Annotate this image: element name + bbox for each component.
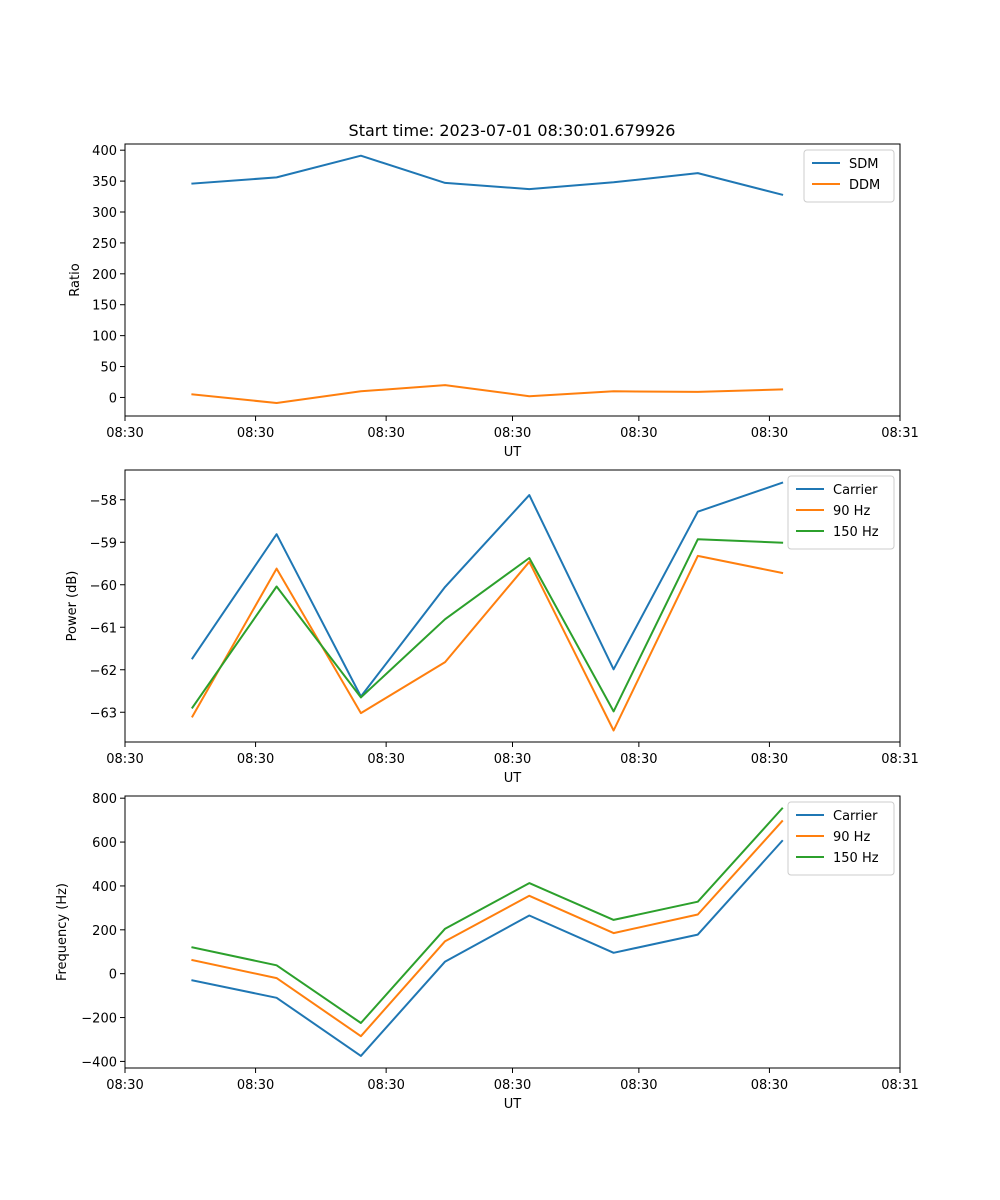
frequency-x-tick-label: 08:30 <box>237 1078 274 1093</box>
power-y-tick-label: −58 <box>90 494 117 509</box>
power-x-tick-label: 08:30 <box>620 752 657 767</box>
frequency-x-tick-label: 08:30 <box>106 1078 143 1093</box>
power-series-line-150-hz <box>191 538 784 713</box>
power-x-tick-label: 08:31 <box>881 752 918 767</box>
power-y-tick-label: −63 <box>90 706 117 721</box>
frequency-y-tick-label: 400 <box>92 880 117 895</box>
frequency-legend-label: 90 Hz <box>833 830 870 845</box>
ratio-x-tick-label: 08:30 <box>106 426 143 441</box>
frequency-y-tick-label: 600 <box>92 836 117 851</box>
frequency-x-tick-label: 08:31 <box>881 1078 918 1093</box>
power-x-axis-label: UT <box>504 771 522 786</box>
ratio-y-tick-label: 300 <box>92 206 117 221</box>
ratio-x-tick-label: 08:30 <box>751 426 788 441</box>
frequency-y-tick-label: −400 <box>81 1055 117 1070</box>
frequency-series-line-150-hz <box>191 807 784 1024</box>
chart-title: Start time: 2023-07-01 08:30:01.679926 <box>349 121 676 140</box>
ratio-x-tick-label: 08:30 <box>237 426 274 441</box>
ratio-y-tick-label: 350 <box>92 175 117 190</box>
power-y-tick-label: −62 <box>90 664 117 679</box>
frequency-chart-panel: 08:30 08:30 08:30 08:30 08:30 08:30 08:31 −400 −… <box>55 792 919 1112</box>
frequency-y-tick-label: −200 <box>81 1012 117 1027</box>
ratio-legend-label: DDM <box>849 178 880 193</box>
ratio-legend: SDM DDM <box>803 149 895 203</box>
power-legend-label: 90 Hz <box>833 504 870 519</box>
ratio-x-axis-label: UT <box>504 445 522 460</box>
ratio-axes-frame <box>124 143 901 417</box>
ratio-x-tick-label: 08:30 <box>367 426 404 441</box>
frequency-x-tick-label: 08:30 <box>367 1078 404 1093</box>
power-axes-frame <box>124 469 901 743</box>
frequency-series-line-90-hz <box>191 819 784 1038</box>
power-y-axis-label: Power (dB) <box>65 571 80 642</box>
frequency-axes-frame <box>124 795 901 1069</box>
power-y-tick-label: −61 <box>90 621 117 636</box>
power-legend-label: 150 Hz <box>833 525 879 540</box>
ratio-series-line-ddm <box>191 384 784 404</box>
power-legend: Carrier 90 Hz 150 Hz <box>787 475 895 550</box>
ratio-y-tick-label: 200 <box>92 268 117 283</box>
frequency-y-tick-label: 0 <box>109 968 117 983</box>
power-legend-label: Carrier <box>833 483 878 498</box>
power-series-line-carrier <box>191 481 784 698</box>
frequency-x-axis-label: UT <box>504 1097 522 1112</box>
frequency-series-line-carrier <box>191 839 784 1057</box>
frequency-legend: Carrier 90 Hz 150 Hz <box>787 801 895 876</box>
frequency-x-tick-label: 08:30 <box>494 1078 531 1093</box>
frequency-y-tick-label: 200 <box>92 924 117 939</box>
power-x-tick-label: 08:30 <box>106 752 143 767</box>
ratio-y-tick-label: 150 <box>92 299 117 314</box>
frequency-legend-label: Carrier <box>833 809 878 824</box>
ratio-y-tick-label: 400 <box>92 144 117 159</box>
power-x-tick-label: 08:30 <box>751 752 788 767</box>
power-y-tick-label: −60 <box>90 579 117 594</box>
ratio-legend-label: SDM <box>849 157 878 172</box>
frequency-x-tick-label: 08:30 <box>620 1078 657 1093</box>
power-x-tick-label: 08:30 <box>494 752 531 767</box>
power-x-tick-label: 08:30 <box>237 752 274 767</box>
ratio-x-tick-label: 08:30 <box>494 426 531 441</box>
ratio-y-tick-label: 100 <box>92 330 117 345</box>
power-x-tick-label: 08:30 <box>367 752 404 767</box>
frequency-y-tick-label: 800 <box>92 792 117 807</box>
ratio-x-tick-label: 08:30 <box>620 426 657 441</box>
ratio-y-tick-label: 0 <box>109 391 117 406</box>
power-y-tick-label: −59 <box>90 536 117 551</box>
power-chart-panel: 08:30 08:30 08:30 08:30 08:30 08:30 08:31 −63 −6… <box>65 469 919 786</box>
frequency-y-axis-label: Frequency (Hz) <box>55 883 70 981</box>
frequency-x-tick-label: 08:30 <box>751 1078 788 1093</box>
ratio-y-axis-label: Ratio <box>68 263 83 296</box>
ratio-series-line-sdm <box>191 154 784 196</box>
power-series-line-90-hz <box>191 554 784 732</box>
ratio-x-tick-label: 08:31 <box>881 426 918 441</box>
ratio-y-tick-label: 50 <box>100 361 117 376</box>
ratio-y-tick-label: 250 <box>92 237 117 252</box>
ratio-chart-panel: 08:30 08:30 08:30 08:30 08:30 08:30 08:31 0 50 10… <box>68 143 919 460</box>
frequency-legend-label: 150 Hz <box>833 851 879 866</box>
